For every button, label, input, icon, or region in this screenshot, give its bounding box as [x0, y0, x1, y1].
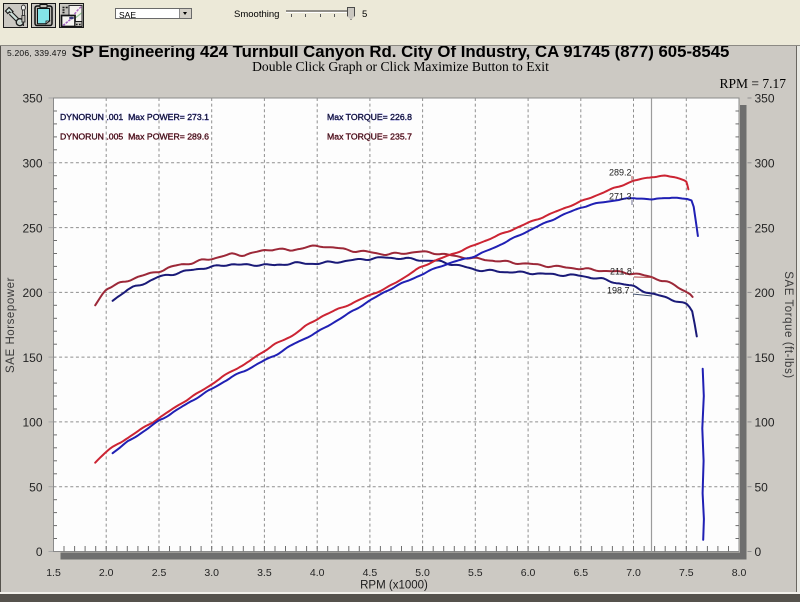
svg-text:350: 350 — [22, 92, 42, 106]
svg-text:RPM (x1000): RPM (x1000) — [360, 580, 428, 592]
svg-text:SAE Torque (ft-lbs): SAE Torque (ft-lbs) — [782, 271, 794, 378]
svg-text:289.2: 289.2 — [609, 168, 632, 178]
svg-text:1.5: 1.5 — [46, 567, 61, 579]
svg-text:3.0: 3.0 — [204, 567, 219, 579]
svg-text:7.0: 7.0 — [626, 567, 641, 579]
svg-text:7.5: 7.5 — [679, 567, 694, 579]
svg-text:200: 200 — [755, 286, 775, 300]
svg-text:3.5: 3.5 — [257, 567, 272, 579]
svg-text:8.0: 8.0 — [732, 567, 747, 579]
svg-text:Max TORQUE= 235.7: Max TORQUE= 235.7 — [327, 132, 412, 142]
svg-text:200: 200 — [22, 286, 42, 300]
svg-text:0: 0 — [36, 545, 43, 559]
svg-text:150: 150 — [755, 351, 775, 365]
svg-text:5.5: 5.5 — [468, 567, 483, 579]
svg-text:198.7: 198.7 — [607, 286, 630, 296]
svg-text:6.5: 6.5 — [573, 567, 588, 579]
svg-text:4.5: 4.5 — [363, 567, 378, 579]
svg-text:SAE Horsepower: SAE Horsepower — [5, 277, 17, 373]
svg-text:300: 300 — [755, 157, 775, 171]
svg-text:DYNORUN .001 Max POWER= 273.1: DYNORUN .001 Max POWER= 273.1 — [60, 112, 209, 122]
svg-text:300: 300 — [22, 157, 42, 171]
svg-text:6.0: 6.0 — [521, 567, 536, 579]
svg-text:211.8: 211.8 — [610, 267, 632, 277]
svg-text:350: 350 — [755, 92, 775, 106]
svg-text:50: 50 — [29, 480, 43, 494]
svg-text:100: 100 — [22, 416, 42, 430]
svg-text:250: 250 — [22, 221, 42, 235]
svg-text:2.0: 2.0 — [99, 567, 114, 579]
svg-text:0: 0 — [755, 545, 762, 559]
svg-text:DYNORUN .005 Max POWER= 289.6: DYNORUN .005 Max POWER= 289.6 — [60, 132, 209, 142]
svg-text:Max TORQUE= 226.8: Max TORQUE= 226.8 — [327, 112, 412, 122]
svg-text:5.0: 5.0 — [415, 567, 430, 579]
svg-text:271.3: 271.3 — [609, 192, 632, 202]
svg-text:100: 100 — [755, 416, 775, 430]
svg-text:2.5: 2.5 — [152, 567, 167, 579]
svg-text:50: 50 — [755, 480, 769, 494]
svg-text:150: 150 — [22, 351, 42, 365]
svg-text:250: 250 — [755, 221, 775, 235]
svg-text:4.0: 4.0 — [310, 567, 325, 579]
